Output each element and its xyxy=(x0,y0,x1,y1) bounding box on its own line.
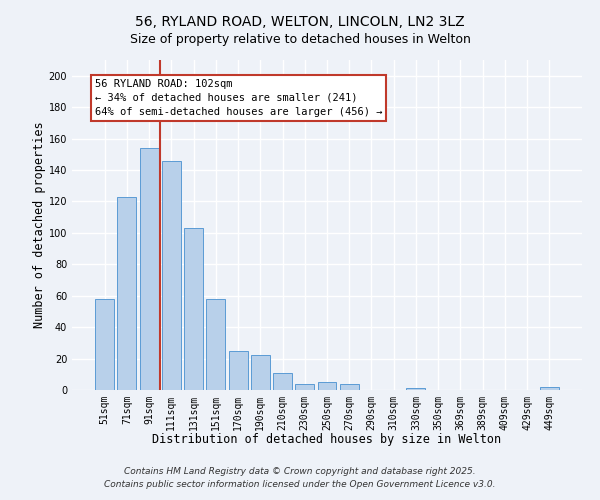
Bar xyxy=(540,387,559,390)
Text: Contains HM Land Registry data © Crown copyright and database right 2025.
Contai: Contains HM Land Registry data © Crown c… xyxy=(104,468,496,489)
Bar xyxy=(317,382,337,390)
Bar xyxy=(273,372,292,390)
Bar xyxy=(295,384,314,390)
Bar xyxy=(229,350,248,390)
Bar xyxy=(251,356,270,390)
Bar xyxy=(118,196,136,390)
Bar xyxy=(95,299,114,390)
Text: Size of property relative to detached houses in Welton: Size of property relative to detached ho… xyxy=(130,32,470,46)
Bar xyxy=(340,384,359,390)
Y-axis label: Number of detached properties: Number of detached properties xyxy=(33,122,46,328)
Bar xyxy=(406,388,425,390)
Bar xyxy=(184,228,203,390)
Text: 56, RYLAND ROAD, WELTON, LINCOLN, LN2 3LZ: 56, RYLAND ROAD, WELTON, LINCOLN, LN2 3L… xyxy=(135,15,465,29)
Bar xyxy=(140,148,158,390)
Bar xyxy=(162,160,181,390)
Text: 56 RYLAND ROAD: 102sqm
← 34% of detached houses are smaller (241)
64% of semi-de: 56 RYLAND ROAD: 102sqm ← 34% of detached… xyxy=(95,79,382,117)
Bar xyxy=(206,299,225,390)
X-axis label: Distribution of detached houses by size in Welton: Distribution of detached houses by size … xyxy=(152,433,502,446)
